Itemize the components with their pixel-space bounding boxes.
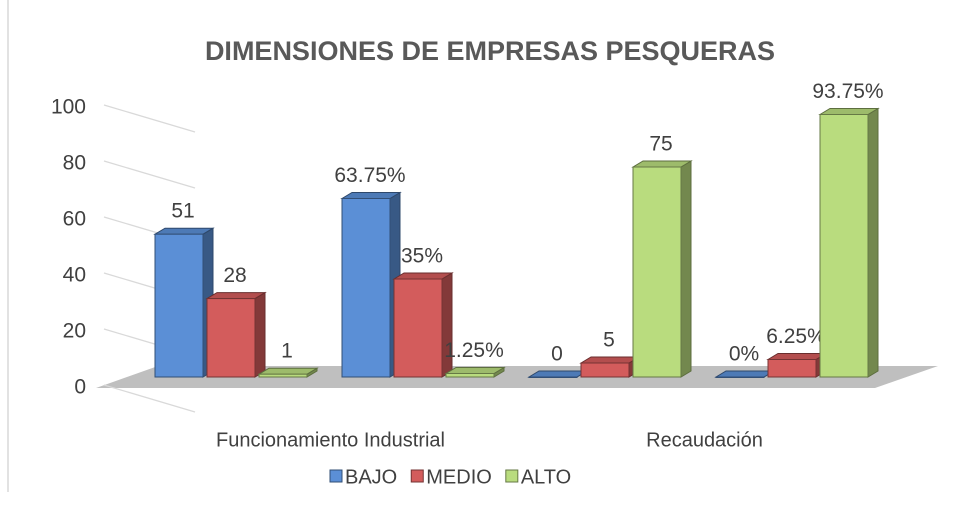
grid-line <box>103 384 196 413</box>
legend-label: ALTO <box>521 466 571 488</box>
data-label: 1 <box>281 340 293 363</box>
bar-top <box>257 367 319 375</box>
bar-top <box>205 292 267 300</box>
bar-top <box>818 108 880 115</box>
bar <box>527 370 589 378</box>
bar <box>579 356 641 378</box>
y-tick-label: 100 <box>51 96 86 119</box>
data-label: 1.25% <box>444 339 504 362</box>
bar <box>818 107 880 378</box>
bar-side <box>867 107 879 378</box>
bar <box>631 160 693 378</box>
bar-front <box>715 376 765 378</box>
bar-top <box>340 192 402 199</box>
bar-front <box>341 198 391 378</box>
bar <box>714 370 776 378</box>
legend-swatch <box>410 469 424 483</box>
data-label: 0% <box>729 343 759 366</box>
bar-side <box>680 160 692 378</box>
x-tick-label: 2 <box>418 412 430 435</box>
grid-line <box>103 104 196 133</box>
bar-front <box>528 376 578 378</box>
x-ticks: 1 2 3 4 <box>231 412 804 435</box>
bar-front <box>580 362 630 378</box>
bar-front <box>393 278 443 378</box>
data-label: 93.75% <box>812 80 883 103</box>
bar-top <box>527 370 589 378</box>
bar-front <box>632 166 682 378</box>
y-tick-label: 20 <box>63 320 86 343</box>
bar-top <box>631 160 693 168</box>
bar <box>340 191 402 378</box>
data-label: 0 <box>551 343 563 366</box>
bar-front <box>819 114 869 378</box>
bar <box>153 227 215 378</box>
bar-top <box>766 353 828 360</box>
bar-front <box>206 298 256 378</box>
data-label: 6.25% <box>766 325 826 348</box>
bar <box>257 367 319 378</box>
bar <box>766 352 828 378</box>
category-group-label: Funcionamiento Industrial <box>216 429 445 451</box>
legend-swatch <box>505 469 519 483</box>
bar-side <box>254 291 266 378</box>
legend-swatch <box>329 469 343 483</box>
y-tick-label: 60 <box>63 208 86 231</box>
bar <box>392 272 454 378</box>
bar-top <box>714 370 776 378</box>
y-tick-label: 40 <box>63 264 86 287</box>
data-label: 63.75% <box>334 164 405 187</box>
data-label: 28 <box>223 264 246 287</box>
bar-top <box>444 367 506 374</box>
bar-top <box>579 356 641 364</box>
x-tick-label: 4 <box>792 412 804 435</box>
legend-label: MEDIO <box>426 466 492 488</box>
x-tick-label: 3 <box>605 412 617 435</box>
y-tick-label: 80 <box>63 152 86 175</box>
bar-front <box>767 359 817 378</box>
data-label: 5 <box>603 329 615 352</box>
data-label: 51 <box>171 200 194 223</box>
bar <box>444 366 506 378</box>
bar-front <box>445 373 495 378</box>
grid-line <box>103 160 196 189</box>
data-label: 35% <box>401 245 443 268</box>
legend-label: BAJO <box>345 466 397 488</box>
bar-top <box>392 272 454 280</box>
data-label: 75 <box>649 133 672 156</box>
bar-top <box>153 227 215 235</box>
bar-front <box>154 233 204 378</box>
x-tick-label: 1 <box>231 412 243 435</box>
chart-title: DIMENSIONES DE EMPRESAS PESQUERAS <box>205 36 775 66</box>
bar-front <box>258 373 308 378</box>
y-tick-label: 0 <box>74 376 86 399</box>
category-group-label: Recaudación <box>646 429 763 451</box>
bar <box>205 291 267 378</box>
